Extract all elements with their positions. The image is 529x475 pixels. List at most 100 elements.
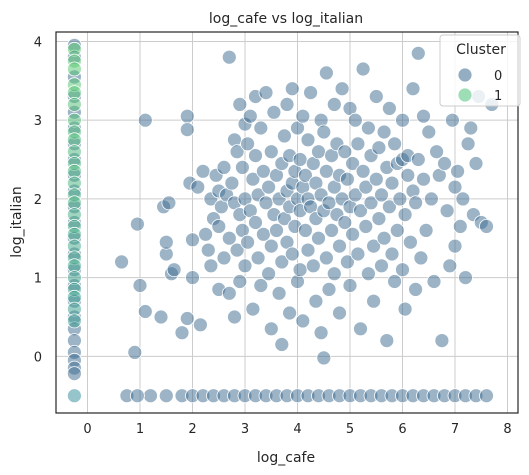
data-point-cluster-0	[258, 195, 274, 211]
data-point-cluster-0	[263, 321, 279, 337]
data-point-cluster-0	[245, 171, 261, 187]
data-point-cluster-0	[316, 124, 332, 140]
data-point-cluster-0	[400, 167, 416, 183]
data-point-cluster-0	[240, 136, 256, 152]
data-point-cluster-0	[416, 171, 431, 187]
x-tick-label: 1	[136, 422, 144, 437]
data-point-cluster-0	[255, 163, 271, 179]
data-point-cluster-0	[384, 175, 400, 191]
data-point-cluster-0	[300, 132, 316, 148]
data-point-cluster-0	[129, 216, 145, 232]
data-point-cluster-0	[271, 285, 287, 301]
data-point-cluster-0	[253, 120, 269, 136]
data-point-cluster-0	[350, 136, 366, 152]
legend-title: Cluster	[456, 42, 506, 58]
data-point-cluster-0	[355, 61, 371, 77]
data-point-cluster-0	[374, 187, 389, 203]
data-point-cluster-0	[355, 163, 371, 179]
data-point-cluster-0	[305, 258, 321, 274]
data-point-cluster-0	[137, 112, 153, 128]
data-point-cluster-0	[198, 226, 214, 242]
data-point-cluster-0	[284, 246, 300, 262]
data-point-cluster-0	[127, 344, 143, 360]
data-point-cluster-0	[292, 262, 308, 278]
data-point-cluster-0	[376, 230, 392, 246]
data-point-cluster-0	[392, 191, 408, 207]
data-point-cluster-0	[450, 163, 466, 179]
data-point-cluster-0	[229, 144, 245, 160]
data-point-cluster-0	[345, 156, 361, 171]
data-point-cluster-0	[347, 187, 363, 203]
data-point-cluster-0	[366, 238, 382, 254]
x-tick-label: 8	[503, 422, 511, 437]
data-point-cluster-0	[339, 254, 355, 270]
x-tick-label: 0	[83, 422, 91, 437]
data-points	[67, 38, 500, 404]
data-point-cluster-0	[311, 230, 326, 246]
data-point-cluster-0	[437, 156, 452, 171]
data-point-cluster-0	[242, 108, 258, 124]
legend-box	[439, 34, 521, 107]
plot-border	[55, 31, 519, 414]
data-point-cluster-0	[179, 108, 195, 124]
data-point-cluster-0	[337, 215, 353, 230]
data-point-cluster-0	[389, 222, 405, 238]
data-point-cluster-0	[444, 112, 460, 128]
data-point-cluster-0	[297, 222, 313, 238]
data-point-cluster-0	[295, 313, 311, 329]
data-point-cluster-0	[429, 144, 445, 160]
data-point-cluster-0	[397, 301, 413, 317]
data-point-cluster-0	[261, 179, 277, 195]
x-tick-label: 6	[398, 422, 406, 437]
data-point-cluster-0	[421, 124, 437, 140]
data-point-cluster-0	[447, 179, 463, 195]
data-point-cluster-0	[185, 270, 200, 286]
data-point-cluster-0	[332, 238, 347, 254]
data-point-cluster-0	[345, 226, 361, 242]
y-tick-label: 0	[34, 350, 42, 365]
data-point-cluster-0	[321, 195, 337, 211]
data-point-cluster-0	[410, 45, 426, 61]
data-point-cluster-0	[318, 250, 334, 266]
data-point-cluster-0	[266, 104, 282, 120]
data-point-cluster-0	[166, 262, 182, 278]
data-point-cluster-0	[402, 234, 418, 250]
y-tick-label: 3	[34, 114, 42, 129]
data-point-cluster-0	[326, 266, 342, 282]
data-point-cluster-0	[455, 191, 471, 207]
data-point-cluster-0	[405, 81, 421, 97]
data-point-cluster-0	[274, 337, 290, 352]
data-point-cluster-0	[360, 266, 376, 282]
data-point-cluster-0	[395, 112, 410, 128]
data-point-cluster-0	[408, 195, 424, 211]
data-point-cluster-0	[458, 270, 473, 286]
data-point-cluster-0	[426, 274, 442, 289]
data-point-cluster-0	[216, 159, 232, 175]
data-point-cluster-0	[279, 97, 295, 112]
data-point-cluster-0	[300, 242, 316, 258]
data-point-cluster-0	[463, 120, 479, 136]
data-point-cluster-0	[374, 258, 389, 274]
data-point-cluster-0	[318, 163, 334, 179]
data-point-cluster-0	[245, 301, 261, 317]
data-point-cluster-0	[358, 218, 374, 234]
data-point-cluster-0	[376, 124, 392, 140]
data-point-cluster-0	[350, 246, 366, 262]
data-point-cluster-0	[416, 108, 431, 124]
data-point-cluster-0	[397, 207, 413, 223]
data-point-cluster-0	[452, 218, 468, 234]
data-point-cluster-0	[339, 171, 355, 187]
data-point-cluster-0	[253, 278, 269, 293]
data-point-cluster-0	[423, 191, 439, 207]
data-point-cluster-0	[192, 317, 208, 333]
data-point-cluster-0	[321, 281, 337, 297]
x-tick-label: 5	[346, 422, 354, 437]
data-point-cluster-0	[308, 293, 324, 309]
data-point-cluster-0	[303, 85, 319, 100]
data-point-cluster-0	[216, 250, 232, 266]
data-point-cluster-0	[363, 195, 379, 211]
y-tick-label: 2	[34, 193, 42, 208]
data-point-cluster-0	[313, 325, 329, 341]
y-axis-label: log_italian	[9, 186, 25, 258]
